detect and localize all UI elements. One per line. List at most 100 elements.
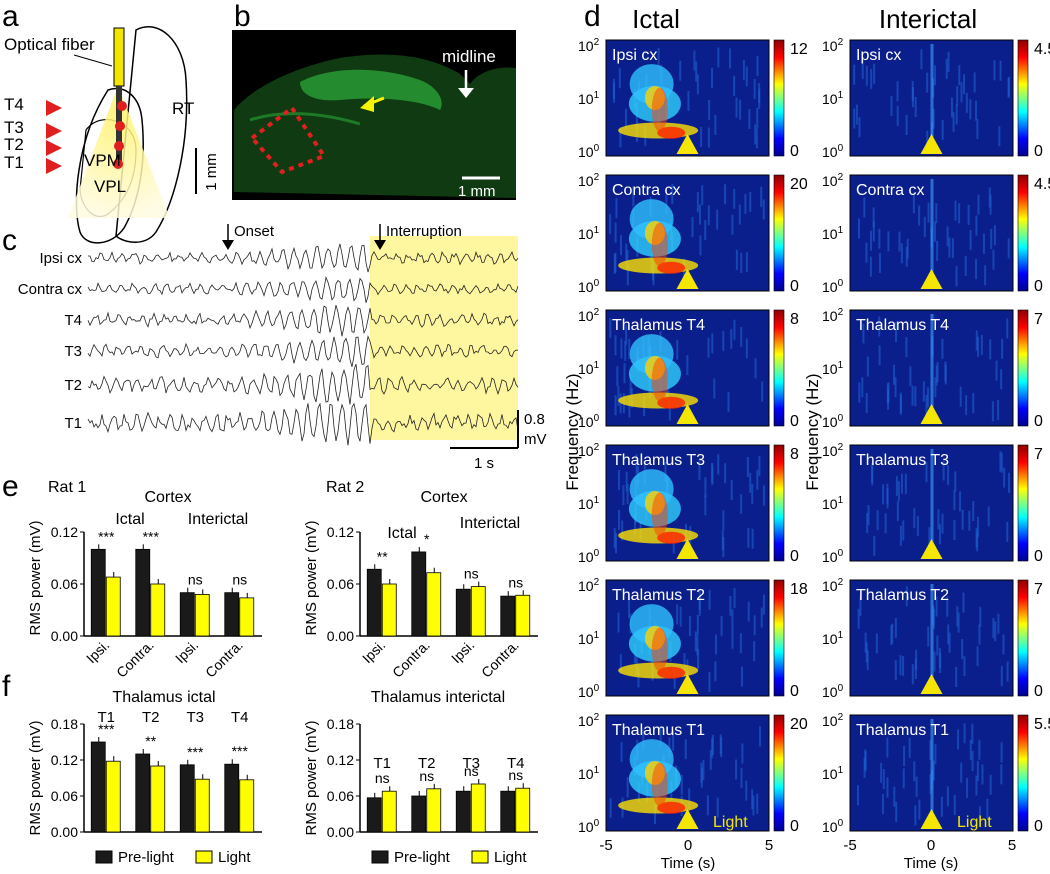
spectrogram-peak [651, 357, 668, 402]
spectrogram-label: Thalamus T3 [856, 452, 949, 469]
group-label: T4 [231, 709, 249, 726]
significance-label: ns [464, 566, 479, 582]
ytick-freq-exp: 1 [838, 495, 844, 506]
significance-label: ns [508, 574, 523, 590]
light-onset-marker [920, 539, 943, 559]
spectrogram: Ipsi cx4.50102101100 [822, 37, 1050, 160]
xlabel-d-left: Time (s) [661, 855, 715, 872]
legend-f-left: Pre-light Light [95, 849, 251, 866]
ytick-freq-exp: 2 [594, 442, 600, 453]
ytick-freq: 101 [822, 360, 844, 377]
ytick-freq: 102 [578, 712, 600, 729]
trace-label-t4: T4 [64, 312, 82, 329]
spectrogram-label: Ipsi cx [856, 47, 901, 64]
bar-prelight [455, 588, 471, 637]
colorbar-max: 7 [1034, 581, 1043, 598]
ytick-freq-exp: 2 [594, 37, 600, 48]
spectrogram-peak [651, 492, 668, 537]
spectrogram-label: Ipsi cx [612, 47, 657, 64]
eeg-trace [87, 363, 519, 405]
colorbar-max: 18 [790, 581, 808, 598]
spectrogram-peak [651, 627, 668, 672]
y-tick-label: 0.06 [51, 576, 78, 592]
panel-label-b: b [234, 0, 251, 33]
light-onset-marker [920, 134, 943, 154]
ylabel-e-rat1: RMS power (mV) [27, 520, 44, 635]
trace-label-t3: T3 [64, 343, 82, 360]
group-label: T2 [142, 709, 160, 726]
xlabel-d-right: Time (s) [904, 855, 958, 872]
ytick-freq: 101 [822, 90, 844, 107]
ytick-freq-exp: 2 [594, 712, 600, 723]
colorbar-min: 0 [790, 413, 799, 430]
ytick-freq-exp: 2 [838, 442, 844, 453]
ytick-freq: 102 [822, 577, 844, 594]
significance-label: ** [377, 548, 388, 564]
spectrogram-center-line [930, 44, 934, 150]
spectrogram-center-line [930, 179, 934, 285]
rat2-cortex-title: Cortex [420, 489, 467, 506]
trace-label-contra: Contra cx [18, 281, 83, 298]
colorbar [1017, 39, 1029, 157]
bar-light [239, 597, 255, 637]
ytick-freq: 102 [822, 37, 844, 54]
rat1-ictal-title: Ictal [115, 511, 144, 528]
light-onset-marker [676, 404, 699, 424]
bar-light [105, 760, 121, 833]
ytick-freq-exp: 1 [594, 765, 600, 776]
significance-label: ** [145, 733, 156, 749]
rt-outline [115, 26, 188, 243]
colorbar [773, 174, 785, 292]
ytick-freq-exp: 1 [594, 630, 600, 641]
light-onset-marker [920, 674, 943, 694]
bar-prelight [411, 551, 427, 637]
significance-label: *** [98, 528, 115, 544]
bar-light [239, 779, 255, 833]
ytick-freq: 102 [578, 577, 600, 594]
panel-c: c Onset Interruption Ipsi cx Contra cx T… [2, 223, 547, 472]
x-category-label: Contra. [389, 637, 433, 681]
bar-prelight [455, 790, 471, 833]
bar-prelight [224, 763, 240, 833]
colorbar-max: 5.5 [1034, 716, 1050, 733]
group-label: T3 [462, 755, 480, 772]
xaxis-d-left: -5 0 5 Time (s) [599, 837, 773, 872]
xtick-d-left-0: 0 [684, 837, 692, 854]
legend-swatch-light-2 [471, 850, 489, 864]
expression-arrow-head [360, 96, 374, 112]
colorbar-max: 20 [790, 716, 808, 733]
legend-swatch-prelight [95, 850, 113, 864]
scale-mv-value: 0.8 [524, 411, 545, 428]
spectrogram-center-line [930, 719, 934, 825]
xaxis-d-right: -5 0 5 Time (s) [843, 837, 1016, 872]
site-label-t4: T4 [4, 95, 24, 114]
spectrogram-peak [651, 222, 668, 267]
xtick-d-right-neg5: -5 [843, 837, 856, 854]
ylabel-d-left: Frequency (Hz) [563, 373, 582, 490]
spectrogram-center-line [930, 584, 934, 690]
region-label-vpl: VPL [94, 177, 126, 196]
spectrogram-label: Thalamus T4 [612, 317, 705, 334]
significance-label: *** [187, 744, 204, 760]
ytick-freq-exp: 0 [838, 683, 844, 694]
rat1-label: Rat 1 [48, 479, 86, 496]
ytick-freq-exp: 1 [594, 360, 600, 371]
ytick-freq-exp: 0 [838, 143, 844, 154]
colorbar-min: 0 [1034, 413, 1043, 430]
ytick-freq: 101 [578, 225, 600, 242]
bar-light [470, 783, 486, 833]
xtick-d-right-5: 5 [1008, 837, 1016, 854]
thalamus-outline [249, 105, 328, 175]
midline-arrow-head [458, 88, 474, 98]
colorbar [1017, 309, 1029, 427]
ytick-freq-exp: 2 [838, 37, 844, 48]
bar-prelight [90, 741, 106, 833]
eeg-trace [87, 335, 519, 368]
scale-mv-unit: mV [524, 431, 547, 448]
ytick-freq: 100 [822, 278, 844, 295]
ytick-freq-exp: 2 [594, 172, 600, 183]
ytick-freq: 100 [822, 548, 844, 565]
